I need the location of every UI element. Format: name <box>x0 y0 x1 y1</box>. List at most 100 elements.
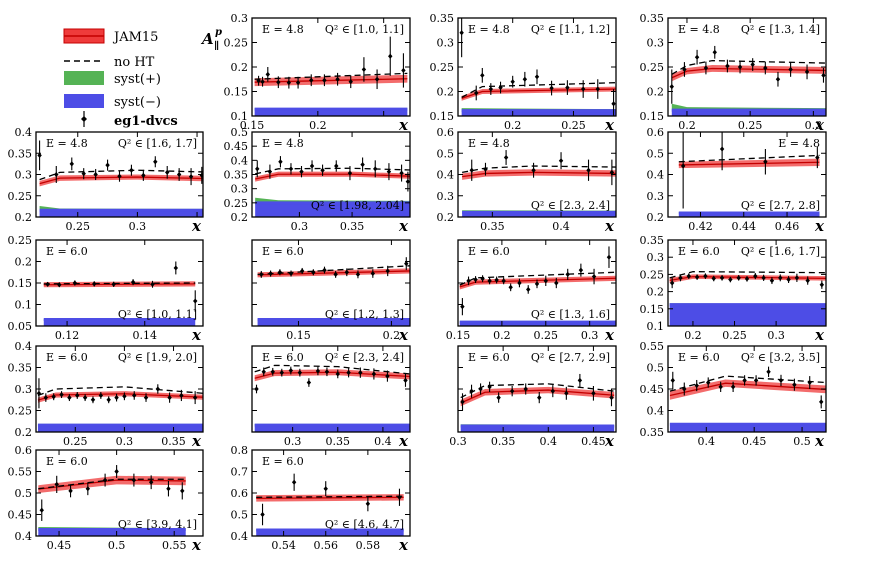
panel-9: 0.15 0.2x E = 6.0 Q² ∈ [1.2, 1.3] <box>251 239 411 344</box>
panel-6-point-0 <box>469 167 474 173</box>
panel-1-point-7 <box>322 77 327 83</box>
panel-10-xtick-label-0: 0.15 <box>446 329 471 342</box>
panel-2-noht-line <box>461 82 616 98</box>
panel-15-xtick-label-1: 0.45 <box>742 435 767 448</box>
panel-11-ytick-label-5: 0.35 <box>640 234 665 247</box>
panel-11-point-0 <box>669 280 675 286</box>
panel-7-point-0 <box>680 163 686 169</box>
panel-9-xlabel: x <box>398 326 409 344</box>
panel-12-ytick-label-2: 0.3 <box>15 383 33 396</box>
panel-1-ytick-label-2: 0.2 <box>231 61 249 74</box>
panel-11-point-17 <box>819 282 825 288</box>
panel-17-xtick-label-1: 0.56 <box>313 539 338 552</box>
panel-8-point-1 <box>57 282 62 288</box>
panel-9-point-11 <box>385 268 390 274</box>
y-axis-label-sub: ∥ <box>214 40 219 52</box>
panel-4-ytick-label-1: 0.25 <box>8 190 33 203</box>
panel-4-ytick-label-3: 0.35 <box>8 147 33 160</box>
panel-11-xtick-label-1: 0.25 <box>722 329 747 342</box>
panel-12-noht-line <box>37 386 203 397</box>
panel-2-point-2 <box>480 72 485 78</box>
panel-12-ytick-label-1: 0.25 <box>8 405 33 418</box>
panel-15-point-4 <box>718 384 723 390</box>
panel-6-point-6 <box>609 169 615 175</box>
panel-16-point-4 <box>102 477 108 483</box>
panel-17-xtick-label-2: 0.58 <box>356 539 381 552</box>
panel-4-energy-label: E = 4.8 <box>46 137 88 150</box>
panel-16-point-1 <box>54 481 59 487</box>
panel-12-point-15 <box>167 395 172 401</box>
panel-15-point-0 <box>670 377 675 383</box>
panel-14-point-9 <box>564 390 569 396</box>
panel-10-point-16 <box>606 254 612 260</box>
panel-16-xtick-label-0: 0.45 <box>47 539 72 552</box>
panel-3-xtick-label-2: 0.3 <box>805 119 823 132</box>
panel-8-point-0 <box>45 281 50 287</box>
panel-5-xtick-label-0: 0.3 <box>291 220 309 233</box>
panel-1-ytick-label-0: 0.1 <box>231 110 249 123</box>
panel-3-energy-label: E = 4.8 <box>678 23 720 36</box>
panel-13-point-2 <box>270 369 275 375</box>
panel-10-point-10 <box>534 281 540 287</box>
panel-1-ytick-label-3: 0.25 <box>224 37 249 50</box>
panel-2-ytick-label-2: 0.25 <box>430 61 455 74</box>
panel-9-xtick-label-0: 0.15 <box>286 329 311 342</box>
panel-17-jam15-line <box>256 496 404 500</box>
panel-11-point-2 <box>686 273 691 279</box>
panel-11-frame <box>667 239 827 327</box>
panel-12-ytick-label-0: 0.2 <box>15 426 33 439</box>
panel-14-point-11 <box>591 390 596 396</box>
panel-12-point-17 <box>192 395 198 401</box>
panel-6-point-3 <box>531 167 536 173</box>
panel-14-jam15-band <box>460 386 615 407</box>
panel-8-xtick-label-0: 0.12 <box>55 329 80 342</box>
legend-syst-plus-swatch <box>64 71 104 85</box>
panel-12-ytick-label-4: 0.4 <box>15 340 33 353</box>
panel-10-point-7 <box>508 284 513 290</box>
panel-11-point-4 <box>703 273 708 279</box>
panel-11-point-13 <box>778 275 783 281</box>
legend-eg1-label: eg1-dvcs <box>114 114 178 129</box>
panel-9-point-3 <box>288 270 294 277</box>
panel-9-point-0 <box>259 271 264 277</box>
panel-2-energy-label: E = 4.8 <box>468 23 510 36</box>
panel-6-point-1 <box>483 166 488 172</box>
panel-12-point-16 <box>179 392 184 399</box>
panel-13-syst-minus <box>254 425 410 432</box>
panel-1-xtick-label-1: 0.2 <box>309 119 327 132</box>
panel-6-point-5 <box>586 167 591 173</box>
panel-14-point-0 <box>460 399 465 405</box>
panel-16-plot-area <box>38 465 186 536</box>
panel-12-ytick-label-3: 0.35 <box>8 362 33 375</box>
panel-8-ytick-label-4: 0.25 <box>8 234 33 247</box>
panel-1-point-1 <box>260 79 265 85</box>
panel-7-jam15-line <box>678 161 820 166</box>
panel-1-point-2 <box>265 71 270 77</box>
panel-10-point-2 <box>473 276 478 283</box>
panel-17-noht-line <box>256 495 404 498</box>
panel-3-point-11 <box>804 69 810 75</box>
panel-9-noht-line <box>257 265 410 276</box>
panel-14-point-3 <box>487 384 492 390</box>
panel-4: 0.2 0.25 0.3 0.35 0.4 0.25 0.3 x E = 4.8 Q² ∈ [1.… <box>8 126 204 235</box>
panel-8-point-6 <box>150 281 155 287</box>
panel-10: 0.15 0.2 0.25 0.3 x E = 6.0 Q² ∈ [1.3, 1.6] <box>446 239 617 344</box>
panel-9-point-7 <box>333 271 338 277</box>
panel-5-point-1 <box>267 169 273 175</box>
panel-13-xtick-label-1: 0.35 <box>326 435 351 448</box>
panel-5-xlabel: x <box>398 217 409 235</box>
panel-11-ytick-label-3: 0.25 <box>640 268 665 281</box>
legend-jam15-label: JAM15 <box>112 30 158 45</box>
panel-11-point-16 <box>805 277 810 284</box>
panel-17-xlabel: x <box>398 536 409 554</box>
panel-1-ytick-label-4: 0.3 <box>231 12 249 25</box>
panel-8-jam15-line <box>43 283 196 286</box>
panel-8-syst-minus <box>43 319 196 326</box>
panel-7-point-1 <box>719 146 725 152</box>
panel-7-point-2 <box>763 159 768 165</box>
panel-14-point-6 <box>523 386 528 392</box>
panel-17-ytick-label-3: 0.7 <box>231 466 249 479</box>
panel-6-ytick-label-4: 0.6 <box>437 126 455 139</box>
panel-9-plot-area <box>257 257 410 326</box>
panel-12-q2-label: Q² ∈ [1.9, 2.0] <box>118 351 197 364</box>
